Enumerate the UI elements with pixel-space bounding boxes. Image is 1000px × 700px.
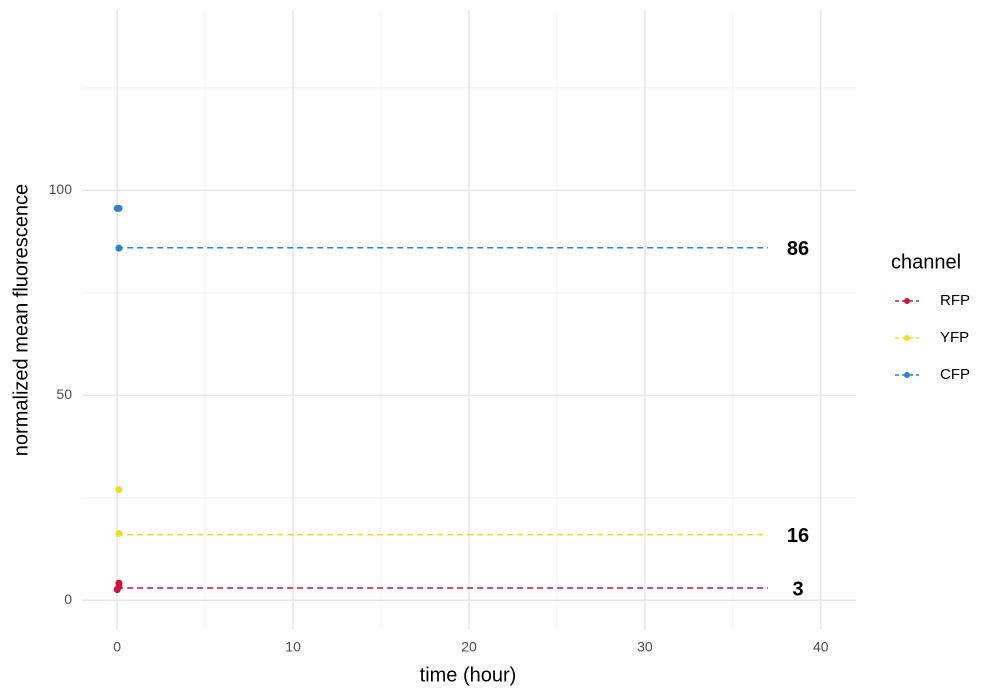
y-tick-label: 100 <box>49 181 73 197</box>
reference-label: 16 <box>787 525 809 547</box>
legend-point <box>904 372 910 378</box>
y-tick-label: 50 <box>56 386 72 402</box>
legend-label: YFP <box>940 329 969 346</box>
x-tick-label: 10 <box>285 639 301 655</box>
x-axis-title: time (hour) <box>420 664 517 686</box>
legend-title: channel <box>891 251 961 273</box>
y-tick-label: 0 <box>64 591 72 607</box>
x-tick-label: 20 <box>461 639 477 655</box>
legend-label: CFP <box>940 366 970 383</box>
point <box>115 204 123 212</box>
legend-point <box>904 335 910 341</box>
x-tick-label: 0 <box>113 639 121 655</box>
x-tick-label: 30 <box>637 639 653 655</box>
reference-label: 3 <box>792 578 803 600</box>
point <box>115 486 123 494</box>
reference-label: 86 <box>787 238 809 260</box>
y-axis-title: normalized mean fluorescence <box>10 184 32 456</box>
legend-point <box>904 298 910 304</box>
legend-label: RFP <box>940 292 970 309</box>
point <box>115 583 123 591</box>
point <box>115 244 123 252</box>
point <box>115 529 123 537</box>
x-tick-label: 40 <box>813 639 829 655</box>
